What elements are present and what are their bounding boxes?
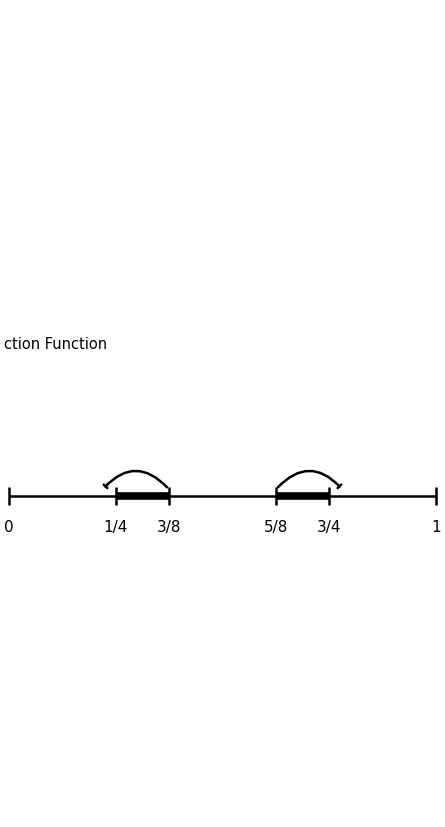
Text: 5/8: 5/8 bbox=[264, 519, 288, 534]
Text: 0: 0 bbox=[4, 519, 13, 534]
Text: 3/4: 3/4 bbox=[317, 519, 342, 534]
Text: 3/8: 3/8 bbox=[157, 519, 181, 534]
Text: 1: 1 bbox=[432, 519, 441, 534]
Text: ction Function: ction Function bbox=[4, 337, 108, 351]
Text: 1/4: 1/4 bbox=[103, 519, 128, 534]
